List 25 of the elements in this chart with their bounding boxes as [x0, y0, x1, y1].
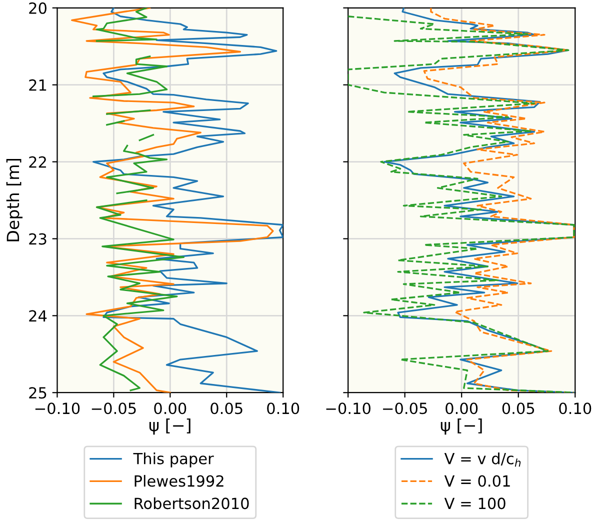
x-tick-label: 0.05 — [502, 402, 534, 414]
x-tick-label: 0.00 — [446, 402, 478, 414]
x-axis-title: ψ [−] — [440, 418, 482, 435]
legend-label: V = v d/c$_{h}$ — [444, 452, 521, 467]
y-tick-label: 23 — [29, 233, 46, 245]
x-tick-label: −0.10 — [326, 402, 370, 414]
x-axis-title: ψ [−] — [149, 418, 190, 435]
x-tick-label: −0.10 — [35, 402, 80, 414]
x-tick-label: 0.10 — [559, 402, 592, 414]
x-tick-label: 0.05 — [210, 402, 242, 414]
x-tick-label: 0.00 — [154, 402, 186, 414]
y-tick-label: 22 — [29, 156, 46, 168]
legend-label: Plewes1992 — [134, 474, 224, 487]
legend-label: V = 0.01 — [444, 475, 510, 487]
legend-label: V = 100 — [444, 498, 506, 510]
legend-label: This paper — [133, 452, 214, 468]
y-axis-title: Depth [m] — [6, 159, 22, 242]
legend-label: Robertson2010 — [134, 497, 249, 510]
y-tick-label: 20 — [29, 2, 46, 14]
x-tick-label: −0.05 — [383, 402, 427, 414]
x-tick-label: 0.10 — [267, 402, 300, 414]
y-tick-label: 24 — [29, 310, 47, 322]
y-tick-label: 21 — [29, 79, 46, 91]
x-tick-label: −0.05 — [92, 402, 136, 414]
y-tick-label: 25 — [29, 387, 46, 399]
